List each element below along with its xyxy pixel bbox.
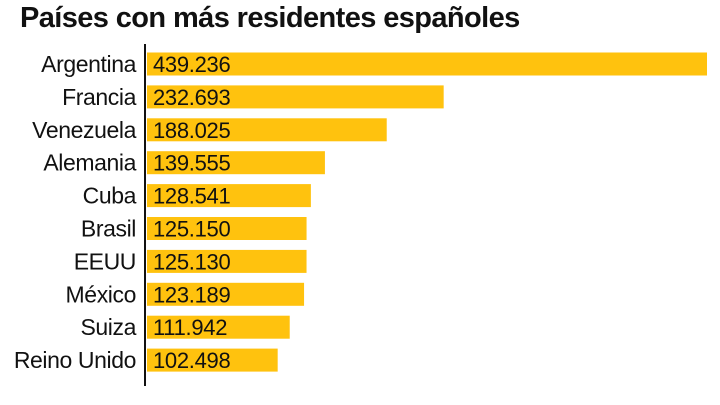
value-label-9: 102.498 xyxy=(153,348,230,373)
bar-8 xyxy=(147,315,290,339)
category-label-6: EEUU xyxy=(74,248,136,274)
value-label-8: 111.942 xyxy=(153,315,227,340)
value-label-7: 123.189 xyxy=(153,282,230,307)
category-label-2: Venezuela xyxy=(32,117,136,143)
value-label-6: 125.130 xyxy=(153,249,230,274)
bar-0 xyxy=(147,52,707,76)
category-label-0: Argentina xyxy=(41,51,136,77)
bar-3 xyxy=(147,151,325,175)
bar-1 xyxy=(147,85,444,109)
value-label-3: 139.555 xyxy=(153,151,230,176)
value-label-2: 188.025 xyxy=(153,118,230,143)
bar-4 xyxy=(147,184,311,208)
bar-6 xyxy=(147,249,307,273)
category-label-9: Reino Unido xyxy=(14,347,136,373)
bar-2 xyxy=(147,118,387,142)
category-label-7: México xyxy=(66,281,136,307)
value-label-1: 232.693 xyxy=(153,85,230,110)
category-label-5: Brasil xyxy=(81,216,136,242)
bar-9 xyxy=(147,348,278,372)
bar-5 xyxy=(147,217,307,240)
value-label-0: 439.236 xyxy=(153,52,230,77)
value-label-5: 125.150 xyxy=(153,217,230,242)
bar-7 xyxy=(147,282,305,306)
category-label-8: Suiza xyxy=(80,314,136,340)
category-label-1: Francia xyxy=(62,84,137,110)
value-label-4: 128.541 xyxy=(153,184,230,209)
category-label-3: Alemania xyxy=(43,150,136,176)
chart-title: Países con más residentes españoles xyxy=(20,2,520,34)
category-label-4: Cuba xyxy=(83,183,137,209)
